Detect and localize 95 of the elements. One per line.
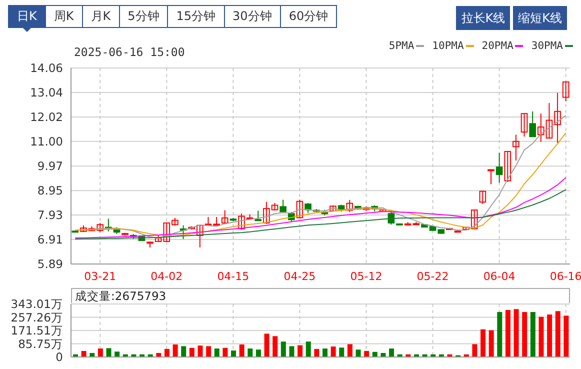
text: 5分钟: [118, 6, 168, 27]
candlestick: [504, 150, 512, 182]
x-tick-label: 05-22: [416, 270, 449, 283]
bar: [514, 309, 519, 357]
bar: [81, 350, 86, 357]
text: 60分钟: [280, 6, 336, 27]
candlestick: [512, 134, 520, 162]
candlestick: [520, 113, 528, 138]
y-tick-label: 6.91: [37, 232, 63, 247]
legend-label: 5PMA: [388, 40, 416, 52]
bar: [289, 346, 294, 357]
y-tick-label: 343.01万: [10, 297, 63, 312]
x-tick-label: 05-12: [350, 270, 382, 283]
bar: [538, 316, 544, 357]
bar: [114, 352, 120, 357]
candlestick: [529, 110, 536, 138]
y-tick-label: 257.26万: [10, 310, 63, 324]
bar: [106, 348, 112, 357]
bar: [547, 314, 552, 357]
y-tick-label: 11.00: [30, 134, 63, 148]
x-tick-label: 04-25: [284, 270, 316, 283]
text: 日K: [9, 6, 45, 27]
bar: [306, 342, 311, 357]
bar: [314, 348, 320, 357]
bar: [98, 348, 103, 357]
text: 15分钟: [167, 6, 224, 27]
x-tick-label: 06-04: [483, 270, 516, 283]
bar: [564, 316, 569, 357]
line-series: [74, 177, 566, 238]
x-tick-label: 04-02: [150, 270, 183, 283]
bar: [206, 346, 212, 357]
bar: [189, 348, 194, 357]
y-tick-label: 8.95: [37, 184, 63, 198]
text: 缩短K线: [513, 6, 567, 30]
bar: [347, 344, 352, 357]
text: 月K: [82, 6, 119, 27]
bar: [272, 336, 278, 357]
candlestick: [346, 199, 354, 212]
bar: [248, 348, 253, 357]
bar: [530, 312, 536, 357]
legend-label: 30PMA: [531, 40, 564, 52]
bar: [231, 350, 236, 357]
text: 成交量:2675793: [75, 289, 166, 303]
y-tick-label: 14.06: [30, 61, 63, 76]
candlestick: [254, 210, 262, 222]
bar: [222, 348, 228, 357]
chart-title: 2025-06-16 15:00: [74, 45, 185, 59]
y-tick-label: 12.02: [30, 110, 63, 124]
bar: [198, 346, 203, 357]
bar: [389, 348, 394, 357]
bar: [164, 348, 170, 357]
candlestick: [562, 81, 570, 102]
bar: [522, 312, 528, 357]
y-tick-label: 171.51万: [10, 324, 63, 338]
candlestick: [496, 152, 503, 184]
candlestick: [479, 190, 486, 205]
y-tick-label: 5.89: [37, 257, 63, 272]
bar: [239, 344, 244, 357]
candlestick: [280, 199, 286, 212]
y-tick-label: 13.04: [30, 86, 63, 100]
bar: [555, 311, 560, 357]
bar: [480, 329, 486, 357]
bar: [497, 312, 502, 357]
bar: [322, 348, 328, 357]
y-tick-label: 9.97: [37, 159, 63, 174]
text: 周K: [44, 6, 82, 27]
bar: [364, 350, 370, 357]
bar: [356, 350, 361, 357]
line-series: [74, 132, 566, 236]
bar: [505, 310, 510, 357]
bar: [181, 346, 186, 357]
y-tick-label: 85.75万: [18, 336, 63, 351]
legend-label: 20PMA: [482, 40, 514, 52]
bar: [264, 334, 270, 357]
x-tick-label: 03-21: [84, 270, 116, 283]
y-tick-label: 7.93: [37, 208, 63, 222]
bar: [298, 345, 303, 357]
bar: [330, 346, 336, 357]
text: 30分钟: [224, 6, 280, 27]
bar: [256, 350, 261, 357]
bar: [280, 342, 286, 357]
bar: [214, 348, 220, 357]
x-tick-label: 06-16: [550, 270, 581, 283]
candlestick: [296, 199, 304, 218]
candlestick: [488, 169, 494, 185]
y-tick-label: 0: [56, 350, 63, 364]
bar: [172, 344, 178, 357]
bar: [339, 348, 344, 357]
legend-label: 10PMA: [432, 40, 465, 52]
candlestick: [221, 210, 228, 224]
text: 拉长K线: [456, 6, 510, 30]
x-tick-label: 04-15: [217, 270, 250, 283]
bar: [472, 344, 478, 357]
candlestick: [470, 210, 478, 230]
bar: [488, 330, 494, 357]
